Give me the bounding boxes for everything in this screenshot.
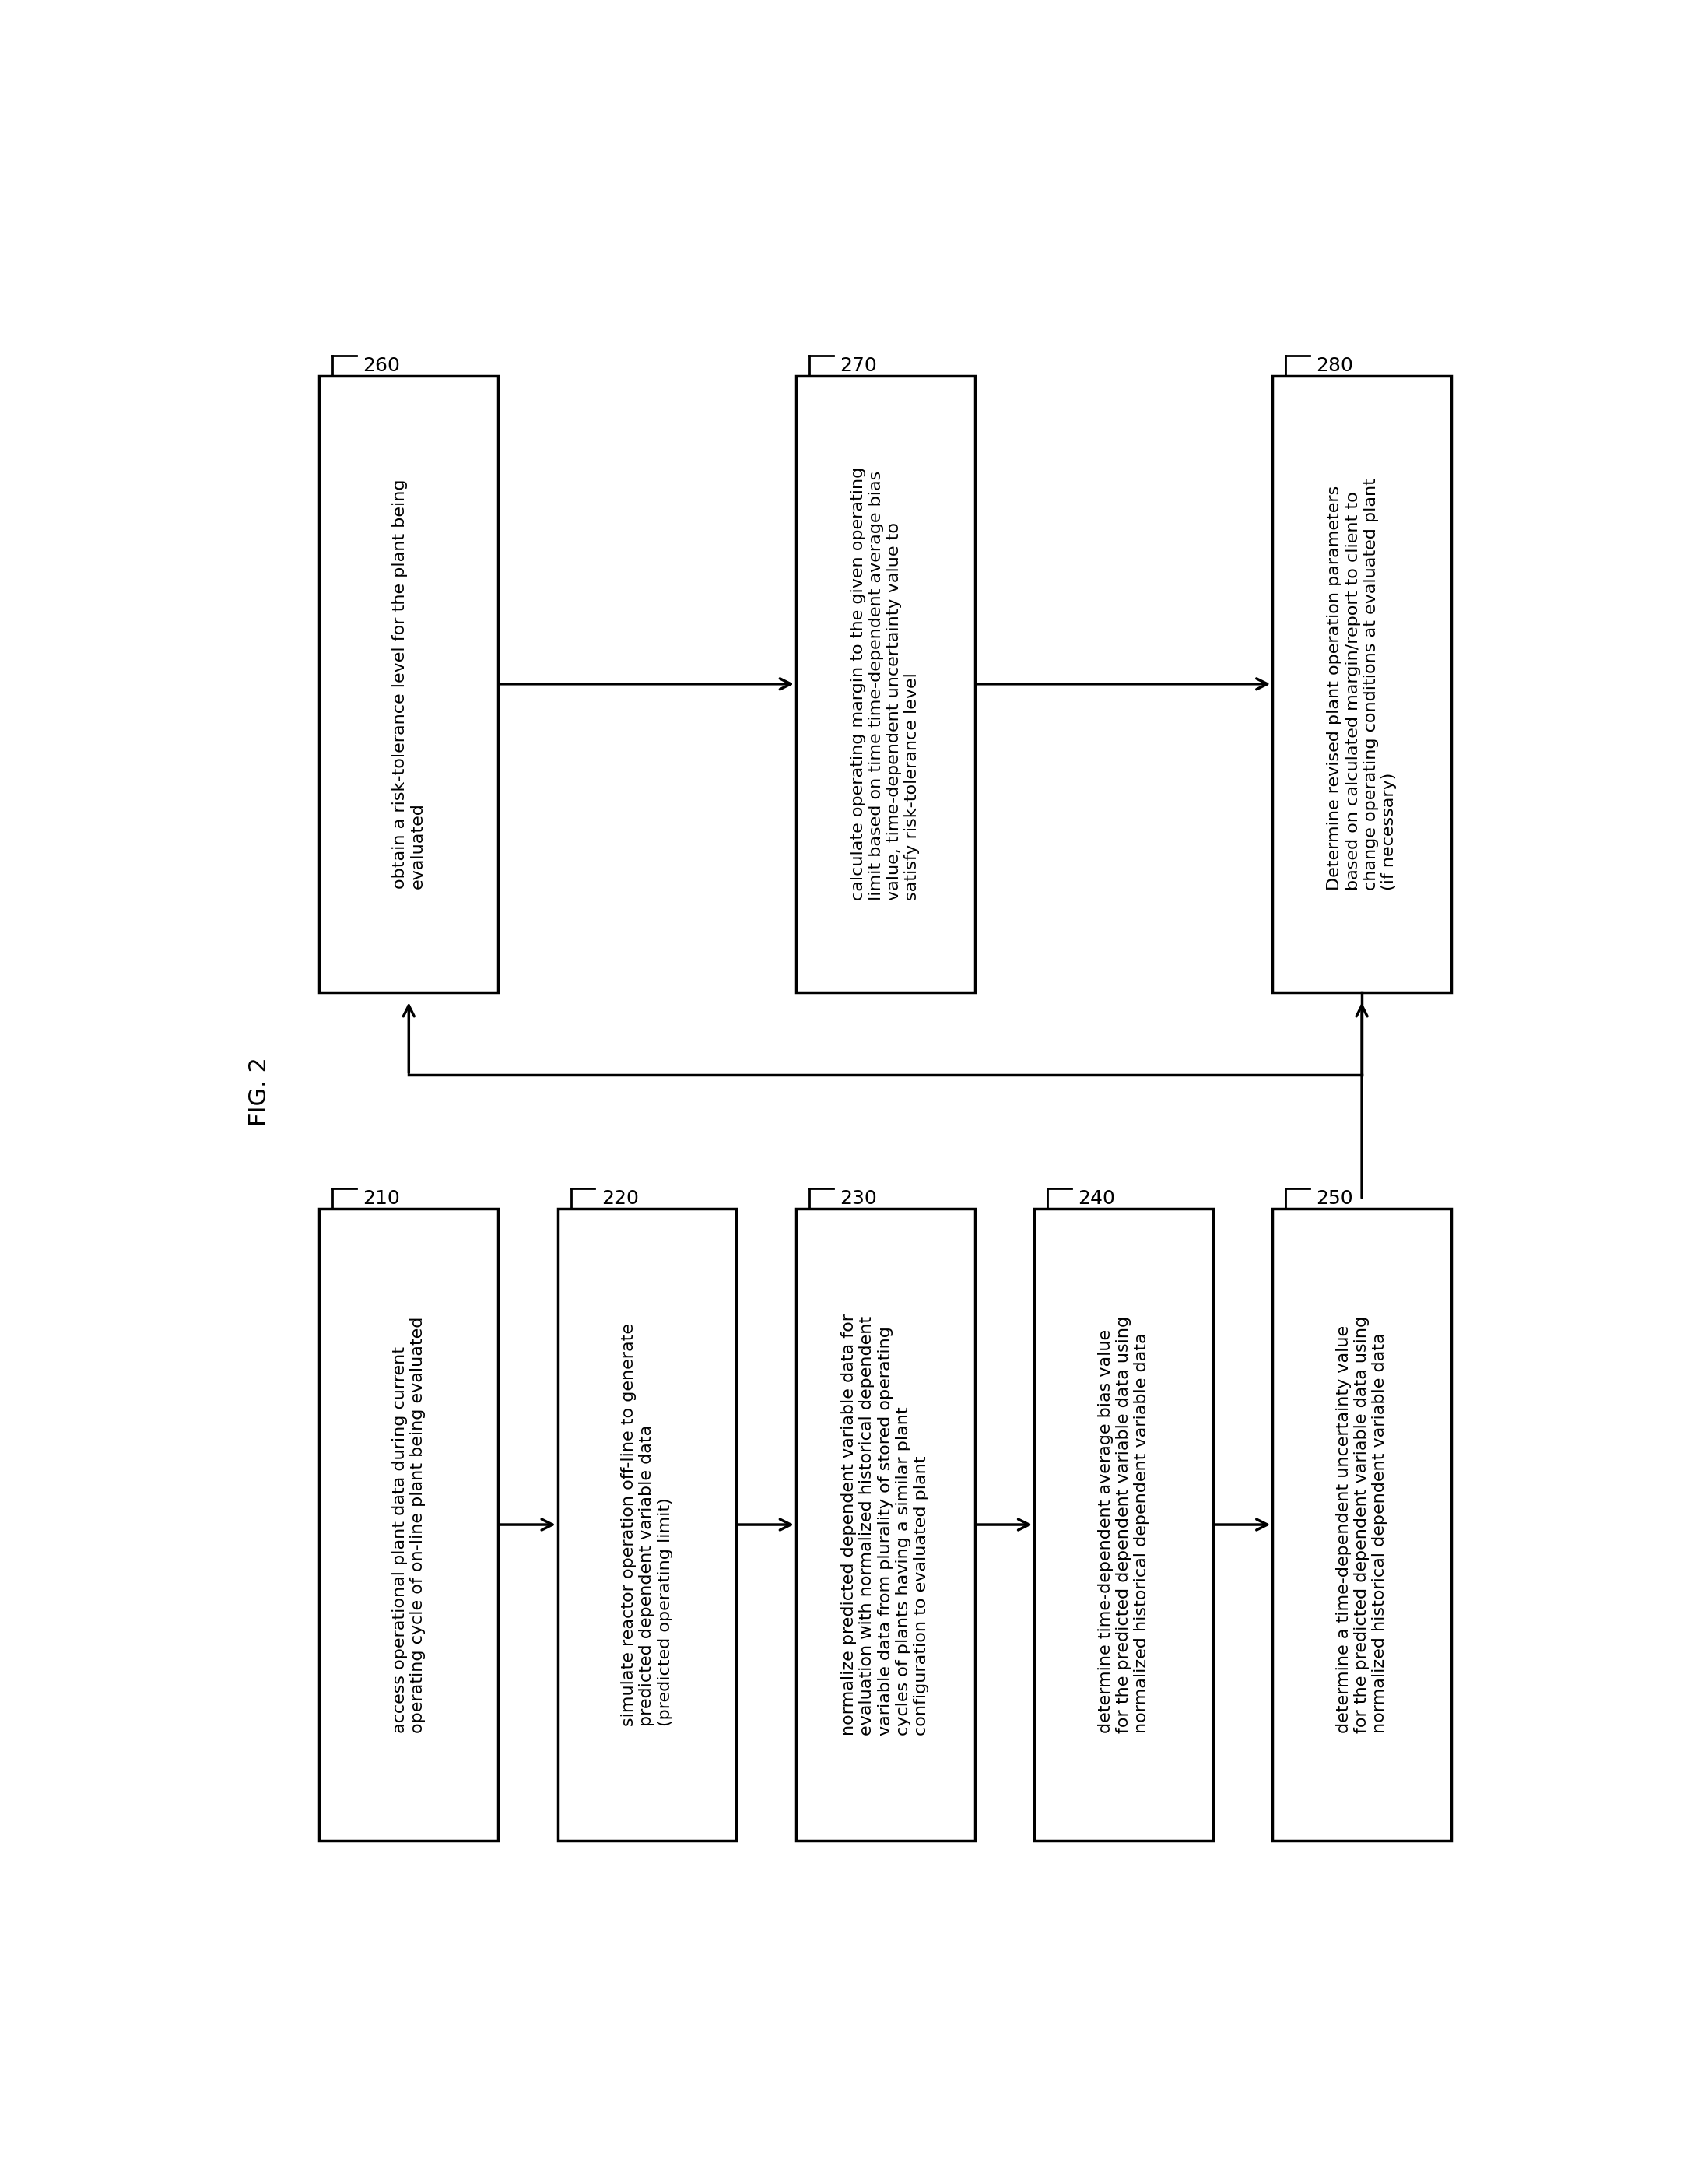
Text: simulate reactor operation off-line to generate
predicted dependent variable dat: simulate reactor operation off-line to g… bbox=[622, 1323, 673, 1725]
Text: obtain a risk-tolerance level for the plant being
evaluated: obtain a risk-tolerance level for the pl… bbox=[391, 480, 425, 889]
Text: 220: 220 bbox=[601, 1189, 639, 1209]
Bar bbox=[1272, 1209, 1452, 1842]
Text: determine time-dependent average bias value
for the predicted dependent variable: determine time-dependent average bias va… bbox=[1098, 1317, 1149, 1734]
Text: 270: 270 bbox=[840, 357, 876, 376]
Bar bbox=[1035, 1209, 1213, 1842]
Text: Determine revised plant operation parameters
based on calculated margin/report t: Determine revised plant operation parame… bbox=[1327, 478, 1397, 891]
Text: 260: 260 bbox=[364, 357, 400, 376]
Text: 210: 210 bbox=[364, 1189, 400, 1209]
Bar bbox=[1272, 376, 1452, 992]
Text: 250: 250 bbox=[1317, 1189, 1353, 1209]
Bar bbox=[796, 376, 975, 992]
Text: FIG. 2: FIG. 2 bbox=[249, 1057, 272, 1126]
Text: 240: 240 bbox=[1078, 1189, 1115, 1209]
Text: access operational plant data during current
operating cycle of on-line plant be: access operational plant data during cur… bbox=[391, 1317, 425, 1734]
Text: 230: 230 bbox=[840, 1189, 876, 1209]
Bar bbox=[319, 1209, 499, 1842]
Bar bbox=[319, 376, 499, 992]
Text: calculate operating margin to the given operating
limit based on time time-depen: calculate operating margin to the given … bbox=[851, 467, 921, 902]
Text: 280: 280 bbox=[1317, 357, 1353, 376]
Text: normalize predicted dependent variable data for
evaluation with normalized histo: normalize predicted dependent variable d… bbox=[842, 1314, 929, 1736]
Bar bbox=[796, 1209, 975, 1842]
Bar bbox=[557, 1209, 736, 1842]
Text: determine a time-dependent uncertainty value
for the predicted dependent variabl: determine a time-dependent uncertainty v… bbox=[1336, 1317, 1387, 1734]
